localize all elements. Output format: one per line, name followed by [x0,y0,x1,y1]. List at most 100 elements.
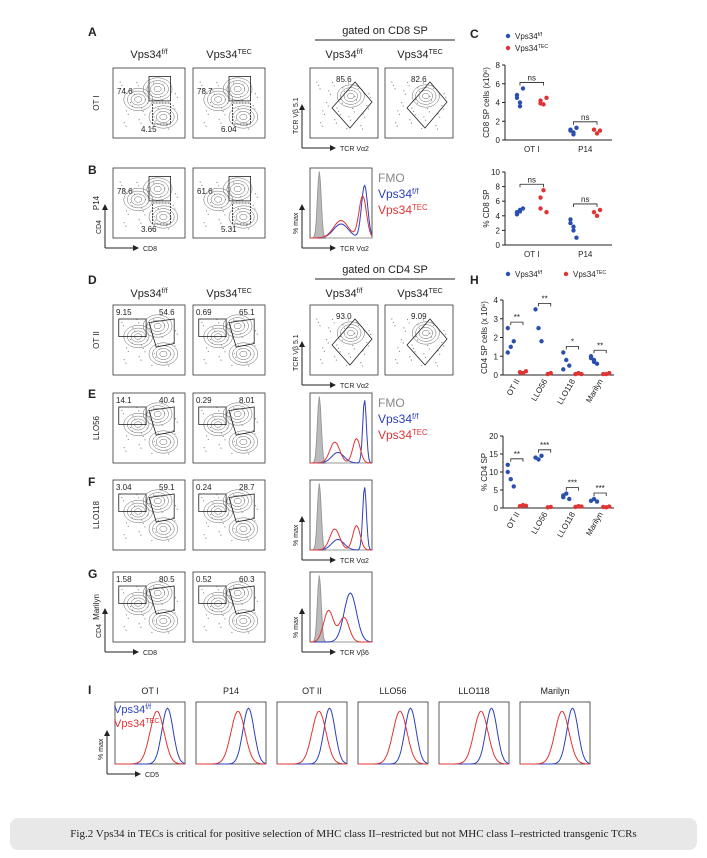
significance-bracket [519,82,544,86]
y-tick-label: 4 [496,99,501,108]
histogram-curve [439,707,510,765]
event-dot [218,322,220,324]
event-dot [159,436,161,438]
event-dot [224,199,227,201]
gate [228,406,255,436]
event-dot [123,592,125,594]
event-dot [325,101,328,104]
event-dot [247,453,250,455]
event-dot [242,409,244,411]
event-dot [151,539,153,542]
x-tick-label: OT I [524,250,539,259]
event-dot [121,84,123,87]
data-point [523,369,529,374]
event-dot [397,347,399,349]
event-dot [205,347,208,349]
contour [222,77,253,101]
event-dot [254,108,256,110]
event-dot [147,324,149,326]
genotype-base: Vps34 [397,288,428,300]
event-dot [422,82,424,84]
event-dot [163,187,166,189]
histogram-curve [115,710,185,765]
event-dot [254,612,256,614]
event-dot [207,350,209,352]
event-dot [162,496,164,498]
data-point [548,370,553,376]
event-dot [342,87,344,89]
gate [198,493,227,512]
y-tick-label: 10 [489,468,498,477]
event-dot [142,110,144,112]
genotype-sup: TEC [412,203,428,212]
event-dot [174,345,176,347]
event-dot [343,327,346,329]
axis-label: CD8 [143,650,157,657]
contour [148,105,179,129]
event-dot [125,225,127,227]
gate-percent: 9.15 [116,308,132,317]
event-dot [127,438,129,440]
axis-label: TCR Vβ 5.1 [293,97,300,134]
contour [148,205,179,229]
event-dot [140,107,143,109]
axis-label: TCR Vβ6 [340,650,369,657]
genotype-base: Vps34 [515,270,538,279]
event-dot [252,204,254,207]
data-point [567,496,572,502]
gate [228,318,255,348]
contour [228,517,259,541]
event-dot [343,90,346,92]
event-dot [233,441,235,443]
y-tick-label: 4 [496,212,501,221]
histogram-curve [309,609,372,643]
event-dot [224,99,227,101]
event-dot [144,214,146,216]
event-dot [333,322,335,324]
event-dot [138,85,140,87]
event-dot [203,500,205,502]
event-dot [366,341,368,344]
contour [233,85,242,93]
contour [336,84,365,108]
event-dot [127,213,129,215]
event-dot [254,597,257,599]
arrow-head [299,341,305,347]
event-dot [140,611,143,613]
event-dot [445,333,447,335]
event-dot [222,614,224,617]
y-tick-label: 2 [494,334,499,343]
event-dot [226,514,228,516]
event-dot [167,228,170,230]
significance-bracket [538,449,552,453]
event-dot [414,114,416,116]
event-dot [214,418,216,420]
event-dot [233,407,235,409]
event-dot [239,615,241,617]
event-dot [248,438,250,440]
contour [146,180,169,198]
event-dot [231,631,233,634]
panel-letter: A [88,25,97,39]
event-dot [131,205,133,207]
contour [150,83,166,95]
axis-label: % max [98,738,105,760]
contour [230,183,246,195]
contour [422,329,430,337]
data-point [533,307,538,312]
event-dot [227,412,229,414]
gate-percent: 60.3 [239,575,255,584]
event-dot [168,525,170,527]
event-dot [168,438,170,440]
event-dot [159,196,162,198]
event-dot [355,99,358,101]
event-dot [138,219,140,221]
event-dot [421,364,423,367]
histogram-title: OT I [141,686,158,696]
histogram-curve [310,396,372,464]
event-dot [436,128,439,130]
data-point [561,493,566,498]
data-point [568,127,573,132]
event-dot [254,93,257,95]
event-dot [155,623,157,625]
